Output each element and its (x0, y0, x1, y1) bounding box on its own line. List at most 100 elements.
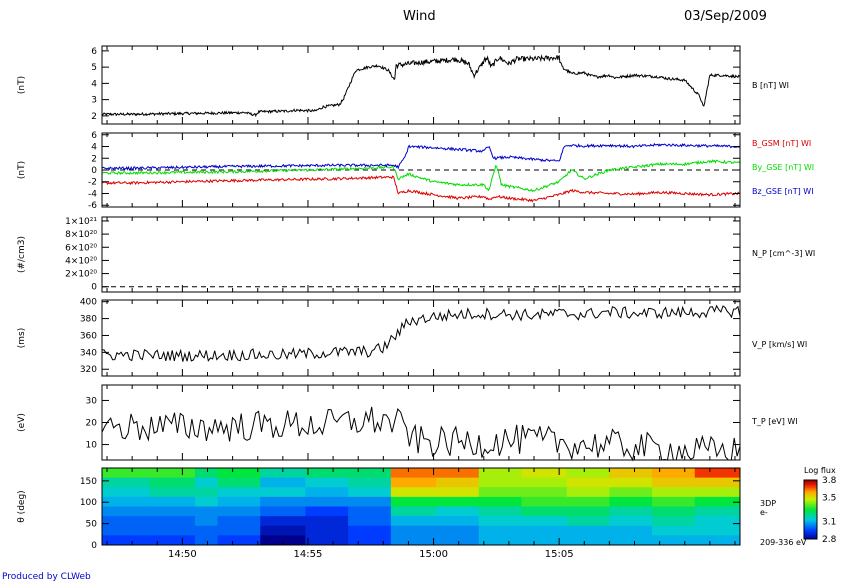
colorbar-frame (803, 479, 818, 540)
colorbar-segment (804, 533, 817, 536)
heatmap-cell (566, 535, 610, 546)
heatmap-cell (436, 468, 480, 479)
heatmap-cell (260, 496, 306, 507)
heatmap-cell (694, 487, 741, 498)
heatmap-cell (260, 516, 306, 527)
heatmap-cell (390, 487, 437, 498)
heatmap-cell (566, 525, 610, 536)
heatmap-cell (348, 506, 392, 517)
heatmap-cell (694, 468, 741, 479)
time-tick-label: 14:55 (294, 549, 323, 560)
heatmap-cell (436, 525, 480, 536)
colorbar-segment (804, 480, 817, 482)
heatmap-cell (194, 506, 219, 517)
y-tick-label: 100 (80, 498, 97, 508)
y-tick-label: 10 (86, 441, 98, 451)
y-tick-label: 5 (91, 63, 97, 73)
heatmap-cell (305, 468, 349, 479)
heatmap-cell (102, 535, 151, 546)
heatmap-cell (194, 468, 219, 479)
heatmap-cell (521, 506, 568, 517)
heatmap-cell (217, 477, 261, 488)
heatmap-cell (652, 506, 696, 517)
heatmap-cell (390, 516, 437, 527)
heatmap-cell (521, 496, 568, 507)
colorbar-title: Log flux (804, 466, 836, 475)
panel-frame (101, 384, 741, 461)
colorbar-segment (804, 515, 817, 518)
heatmap-cell (305, 496, 349, 507)
y-tick-label: 150 (80, 477, 97, 487)
heatmap-cell (194, 525, 219, 536)
heatmap-cell (566, 516, 610, 527)
y-tick-label: 0 (91, 283, 97, 293)
y-tick-label: 6×10²⁰ (65, 243, 97, 253)
colorbar-segment (804, 527, 817, 530)
colorbar-segment (804, 503, 817, 506)
colorbar-segment (804, 496, 817, 499)
y-tick-label: 4 (91, 79, 97, 89)
y-tick-label: -6 (88, 201, 97, 211)
heatmap-cell (521, 535, 568, 546)
colorbar-segment (804, 509, 817, 512)
y-tick-label: 8×10²⁰ (65, 230, 97, 240)
heatmap-cell (478, 535, 522, 546)
heatmap-cell (436, 477, 480, 488)
colorbar-segment (804, 500, 817, 503)
heatmap-cell (652, 477, 696, 488)
y-tick-label: -4 (88, 189, 97, 199)
series-line (101, 175, 741, 203)
series-label: 3DP (760, 499, 776, 508)
time-tick-label: 15:05 (545, 549, 574, 560)
heatmap-cell (566, 487, 610, 498)
y-tick-label: 380 (80, 315, 97, 325)
heatmap-cell (102, 487, 151, 498)
colorbar-segment (804, 531, 817, 534)
colorbar-segment (804, 497, 817, 500)
heatmap-cell (260, 477, 306, 488)
heatmap-cell (390, 525, 437, 536)
y-tick-label: 20 (86, 419, 98, 429)
colorbar-segment (804, 534, 817, 537)
colorbar-segment (804, 512, 817, 515)
colorbar-segment (804, 481, 817, 484)
colorbar-segment (804, 490, 817, 493)
colorbar-segment (804, 513, 817, 516)
heatmap-cell (694, 477, 741, 488)
footer-credit: Produced by CLWeb (2, 572, 91, 582)
y-tick-label: 2 (91, 154, 97, 164)
y-tick-label: 3 (91, 96, 97, 106)
heatmap-cell (521, 516, 568, 527)
y-tick-label: 1×10²¹ (65, 217, 97, 227)
colorbar-segment (804, 499, 817, 502)
heatmap-cell (652, 487, 696, 498)
y-axis-label: θ (deg) (17, 490, 27, 522)
colorbar-segment (804, 536, 817, 539)
heatmap-cell (217, 506, 261, 517)
heatmap-cell (149, 525, 196, 536)
heatmap-cell (390, 506, 437, 517)
heatmap-cell (566, 468, 610, 479)
heatmap-cell (217, 487, 261, 498)
heatmap-cell (652, 535, 696, 546)
heatmap-cell (305, 487, 349, 498)
heatmap-cell (217, 468, 261, 479)
date-label: 03/Sep/2009 (684, 9, 767, 24)
series-line (101, 142, 741, 171)
heatmap-cell (217, 496, 261, 507)
heatmap-cell (609, 496, 653, 507)
colorbar-segment (804, 528, 817, 531)
heatmap-cell (478, 506, 522, 517)
heatmap-cell (194, 496, 219, 507)
colorbar-segment (804, 519, 817, 522)
heatmap-cell (348, 535, 392, 546)
heatmap-cell (652, 468, 696, 479)
colorbar-segment (804, 521, 817, 524)
colorbar-segment (804, 485, 817, 488)
heatmap-cell (348, 516, 392, 527)
heatmap-cell (149, 516, 196, 527)
colorbar-segment (804, 522, 817, 525)
heatmap-cell (390, 496, 437, 507)
series-label: V_P [km/s] WI (752, 340, 807, 349)
heatmap-cell (194, 535, 219, 546)
